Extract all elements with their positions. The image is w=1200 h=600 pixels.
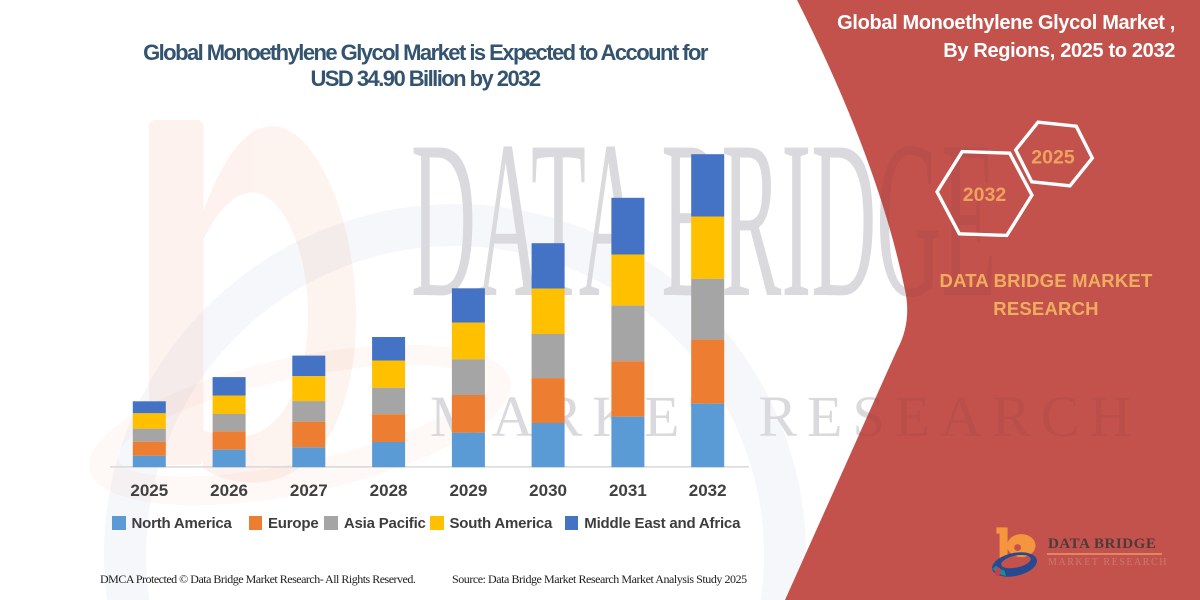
svg-text:2025: 2025 bbox=[1031, 147, 1075, 169]
svg-text:2032: 2032 bbox=[963, 184, 1007, 206]
